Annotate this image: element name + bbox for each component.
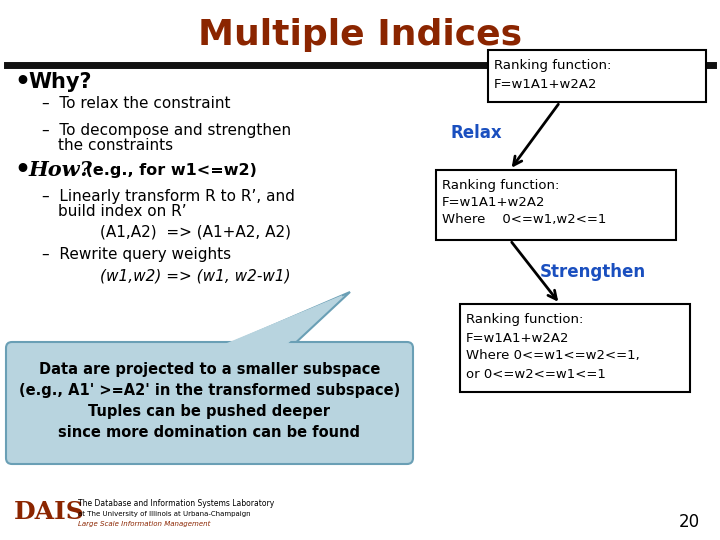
Text: •: • [14, 70, 30, 94]
Text: •: • [14, 158, 30, 182]
Text: Ranking function:: Ranking function: [494, 59, 611, 72]
Text: (e.g., for w1<=w2): (e.g., for w1<=w2) [80, 163, 257, 178]
Text: Relax: Relax [450, 124, 502, 142]
Text: Strengthen: Strengthen [540, 263, 646, 281]
Text: F=w1A1+w2A2: F=w1A1+w2A2 [494, 78, 598, 91]
Polygon shape [220, 292, 350, 348]
Bar [488, 50, 706, 102]
Text: the constraints: the constraints [58, 138, 173, 153]
Text: build index on R’: build index on R’ [58, 205, 186, 219]
Text: F=w1A1+w2A2: F=w1A1+w2A2 [442, 195, 546, 208]
Text: 20: 20 [679, 513, 700, 531]
Text: F=w1A1+w2A2: F=w1A1+w2A2 [466, 332, 570, 345]
Text: (A1,A2)  => (A1+A2, A2): (A1,A2) => (A1+A2, A2) [100, 225, 291, 240]
Text: DAIS: DAIS [14, 500, 85, 524]
Text: Multiple Indices: Multiple Indices [198, 18, 522, 52]
Bar [436, 170, 676, 240]
Text: Ranking function:: Ranking function: [442, 179, 559, 192]
Text: –  Linearly transform R to R’, and: – Linearly transform R to R’, and [42, 188, 295, 204]
Polygon shape [224, 296, 342, 345]
Text: Data are projected to a smaller subspace
(e.g., A1' >=A2' in the transformed sub: Data are projected to a smaller subspace… [19, 362, 400, 440]
Text: How?: How? [28, 160, 92, 180]
Text: Large Scale Information Management: Large Scale Information Management [78, 521, 210, 527]
Text: The Database and Information Systems Laboratory: The Database and Information Systems Lab… [78, 500, 274, 509]
Text: Where 0<=w1<=w2<=1,: Where 0<=w1<=w2<=1, [466, 349, 640, 362]
Text: –  To relax the constraint: – To relax the constraint [42, 97, 230, 111]
Text: Where    0<=w1,w2<=1: Where 0<=w1,w2<=1 [442, 213, 606, 226]
FancyBboxPatch shape [6, 342, 413, 464]
Text: (w1,w2) => (w1, w2-w1): (w1,w2) => (w1, w2-w1) [100, 268, 291, 284]
Bar [460, 304, 690, 392]
Text: –  To decompose and strengthen: – To decompose and strengthen [42, 123, 291, 138]
Text: Ranking function:: Ranking function: [466, 314, 583, 327]
Text: at The University of Illinois at Urbana-Champaign: at The University of Illinois at Urbana-… [78, 511, 251, 517]
Text: Why?: Why? [28, 72, 91, 92]
Text: or 0<=w2<=w1<=1: or 0<=w2<=w1<=1 [466, 368, 606, 381]
Text: –  Rewrite query weights: – Rewrite query weights [42, 246, 231, 261]
